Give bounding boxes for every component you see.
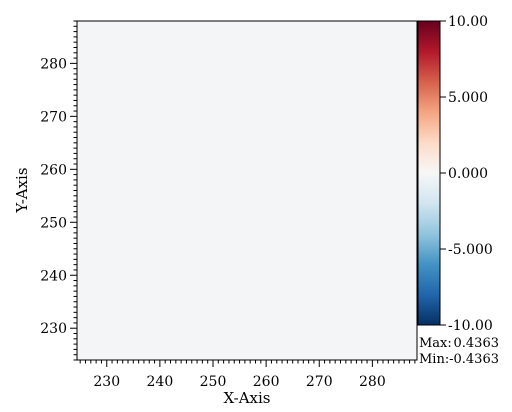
- y-tick-label: 260: [40, 162, 67, 178]
- x-tick-label: 230: [93, 374, 120, 390]
- x-tick-label: 280: [359, 374, 386, 390]
- x-axis-label: X-Axis: [224, 389, 271, 407]
- x-tick-label: 240: [147, 374, 174, 390]
- max-label: Max:: [419, 336, 452, 351]
- colorbar: [417, 20, 441, 326]
- colorbar-tick-label: 10.00: [448, 14, 488, 30]
- y-tick-label: 250: [40, 215, 67, 231]
- heatmap-field[interactable]: [76, 20, 418, 361]
- x-tick-label: 260: [253, 374, 280, 390]
- y-tick-label: 270: [40, 109, 67, 125]
- y-axis-ticks: 230 240 250 260 270 280: [40, 20, 77, 361]
- colorbar-ticks: 10.00 5.000 0.000 -5.000 -10.00: [440, 14, 493, 334]
- y-tick-label: 280: [40, 56, 67, 72]
- y-tick-label: 240: [40, 268, 67, 284]
- y-tick-label: 230: [40, 321, 67, 337]
- min-value: -0.4363: [449, 352, 499, 367]
- x-axis-ticks: 230 240 250 260 270 280: [79, 360, 416, 390]
- colorbar-tick-label: -5.000: [448, 242, 493, 258]
- colorbar-tick-label: 5.000: [448, 90, 488, 106]
- x-tick-label: 270: [306, 374, 333, 390]
- y-axis-label: Y-Axis: [13, 167, 31, 213]
- min-label: Min:: [419, 352, 449, 367]
- max-value: 0.4363: [454, 336, 500, 351]
- colorbar-tick-label: 0.000: [448, 166, 488, 182]
- colorbar-tick-label: -10.00: [448, 318, 493, 334]
- x-tick-label: 250: [200, 374, 227, 390]
